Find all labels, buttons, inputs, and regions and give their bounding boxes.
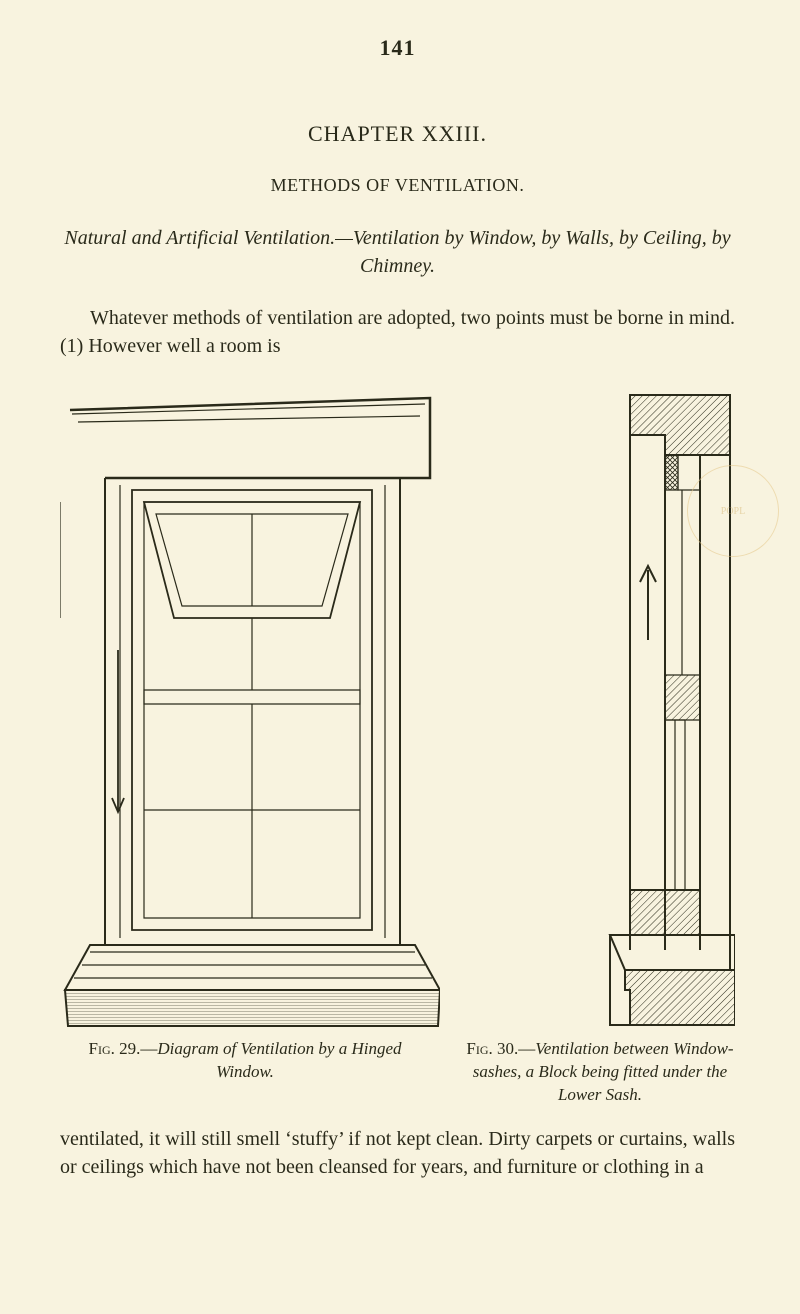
body-paragraph-2: ventilated, it will still smell ‘stuffy’… — [60, 1125, 735, 1181]
caption-30-dash: — — [518, 1039, 535, 1058]
body-paragraph-1: Whatever methods of ventilation are adop… — [60, 304, 735, 360]
caption-29-label: Fig. 29. — [89, 1039, 141, 1058]
library-stamp-icon: POPL — [687, 465, 779, 557]
section-subtitle: METHODS OF VENTILATION. — [60, 175, 735, 196]
caption-fig-29: Fig. 29.—Diagram of Ventilation by a Hin… — [60, 1038, 430, 1107]
caption-29-title: Diagram of Ventilation by a Hinged Windo… — [157, 1039, 401, 1081]
page-container: 141 CHAPTER XXIII. METHODS OF VENTILATIO… — [0, 0, 800, 1314]
chapter-title: CHAPTER XXIII. — [60, 121, 735, 147]
caption-29-dash: — — [140, 1039, 157, 1058]
figures-row: POPL — [60, 370, 735, 1030]
caption-fig-30: Fig. 30.—Ventilation between Window-sash… — [465, 1038, 735, 1107]
figure-30-wrap: POPL — [570, 390, 735, 1030]
stamp-text: POPL — [721, 506, 745, 517]
figure-29-window — [60, 390, 440, 1030]
caption-30-label: Fig. 30. — [466, 1039, 518, 1058]
captions-row: Fig. 29.—Diagram of Ventilation by a Hin… — [60, 1038, 735, 1107]
page-number: 141 — [60, 35, 735, 61]
lead-paragraph: Natural and Artificial Ventilation.—Vent… — [60, 224, 735, 280]
